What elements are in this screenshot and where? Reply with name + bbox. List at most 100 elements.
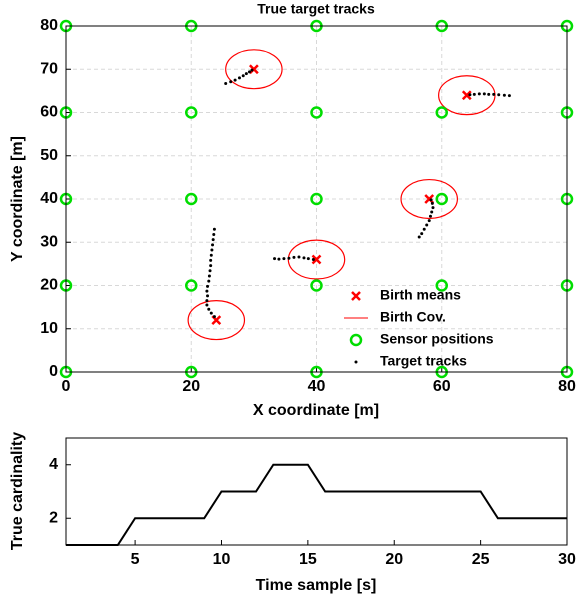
birth-mean — [311, 254, 322, 265]
track-point — [207, 279, 211, 283]
track-point — [487, 92, 491, 96]
track-point — [507, 94, 511, 98]
birth-cov — [400, 178, 459, 220]
track-point — [210, 248, 214, 252]
track-point — [206, 284, 210, 288]
track-point — [430, 210, 434, 214]
legend-marker — [354, 360, 358, 364]
legend-marker — [351, 291, 361, 301]
y-tick-label: 50 — [40, 147, 58, 164]
track-point — [287, 256, 291, 260]
track-point — [247, 70, 251, 74]
track-point — [472, 92, 476, 96]
track-point — [429, 198, 433, 202]
track-point — [209, 264, 213, 268]
track-point — [207, 274, 211, 278]
y-tick-label: 4 — [49, 456, 58, 473]
track-point — [209, 253, 213, 257]
track-point — [212, 232, 216, 236]
track-point — [430, 201, 434, 205]
track-point — [277, 257, 281, 261]
y-tick-label: 80 — [40, 17, 58, 34]
y-tick-label: 40 — [40, 190, 58, 207]
legend-label: Target tracks — [380, 353, 467, 369]
track-point — [208, 269, 212, 273]
sensor — [435, 106, 448, 119]
track-point — [237, 76, 241, 80]
sensor — [435, 192, 448, 206]
track-point — [209, 311, 213, 315]
birth-mean — [461, 90, 472, 101]
birth-mean — [424, 194, 435, 204]
sensor — [185, 192, 198, 206]
sensor — [435, 279, 448, 292]
track-point — [297, 255, 301, 259]
axes-box — [65, 437, 568, 546]
track-point — [212, 315, 216, 319]
track-point — [417, 235, 421, 239]
birth-cov — [438, 75, 496, 116]
x-tick-label: 30 — [558, 551, 576, 568]
x-tick-label: 20 — [182, 378, 200, 395]
track-point — [302, 256, 306, 260]
legend-label: Sensor positions — [380, 331, 494, 347]
cardinality-line — [66, 463, 567, 546]
track-point — [211, 243, 215, 247]
sensor — [310, 192, 323, 206]
x-tick-label: 80 — [558, 378, 576, 395]
track-point — [311, 258, 315, 262]
track-point — [211, 238, 215, 242]
track-point — [497, 93, 501, 97]
track-point — [428, 214, 432, 218]
birth-cov — [187, 300, 246, 341]
y-tick-label: 60 — [40, 104, 58, 121]
track-point — [477, 92, 481, 96]
x-tick-label: 15 — [299, 551, 317, 568]
sensor — [185, 106, 198, 119]
track-point — [425, 223, 429, 227]
x-tick-label: 0 — [62, 378, 71, 395]
sensor — [185, 279, 198, 292]
track-point — [207, 307, 211, 311]
legend-marker — [349, 333, 363, 347]
track-point — [250, 68, 254, 72]
legend-label: Birth Cov. — [380, 309, 446, 325]
track-point — [273, 257, 277, 261]
track-point — [482, 92, 486, 96]
track-point — [502, 93, 506, 97]
track-point — [233, 78, 237, 82]
track-point — [292, 255, 296, 259]
birth-mean — [248, 64, 259, 75]
x-tick-label: 10 — [213, 551, 231, 568]
y-tick-label: 2 — [49, 509, 58, 526]
legend-label: Birth means — [380, 287, 461, 303]
track-point — [306, 257, 310, 261]
sensor — [310, 279, 323, 292]
track-point — [229, 80, 233, 84]
x-tick-label: 20 — [385, 551, 403, 568]
track-point — [420, 232, 424, 236]
x-tick-label: 40 — [308, 378, 326, 395]
y-tick-label: 20 — [40, 277, 58, 294]
x-axis-label: Time sample [s] — [256, 577, 377, 594]
sensor — [310, 106, 323, 119]
x-tick-label: 60 — [433, 378, 451, 395]
track-point — [209, 258, 213, 262]
track-point — [205, 303, 209, 307]
x-tick-label: 25 — [472, 551, 490, 568]
y-tick-label: 0 — [49, 363, 58, 380]
track-point — [282, 257, 286, 261]
y-axis-label: Y coordinate [m] — [9, 136, 26, 262]
track-point — [212, 227, 216, 231]
track-point — [244, 72, 248, 76]
track-point — [431, 206, 435, 210]
y-axis-label: True cardinality — [9, 432, 26, 550]
y-tick-label: 70 — [40, 60, 58, 77]
chart-title: True target tracks — [257, 1, 375, 17]
y-tick-label: 10 — [40, 320, 58, 337]
x-axis-label: X coordinate [m] — [253, 402, 379, 419]
plot-area — [66, 438, 567, 545]
y-tick-label: 30 — [40, 233, 58, 250]
x-tick-label: 5 — [131, 551, 140, 568]
